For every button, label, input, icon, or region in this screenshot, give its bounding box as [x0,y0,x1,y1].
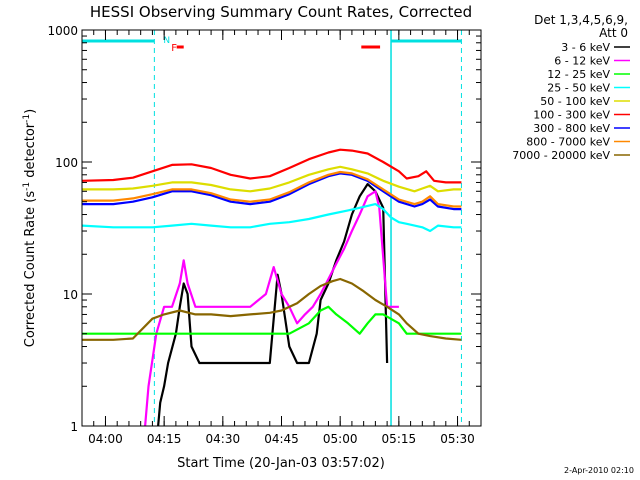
y-axis-label-mid: detector [23,122,38,182]
y-axis-label: Corrected Count Rate (s-1 detector-1) [22,109,38,347]
y-tick-label: 1000 [47,24,78,38]
series-line-100to300keV [82,148,462,184]
chart-title: HESSI Observing Summary Count Rates, Cor… [90,3,472,21]
series-line-3to6keV [157,183,389,426]
series-line-300to800keV [82,172,462,211]
series-line-7000to20000keV [82,277,462,341]
y-axis-label-sup1: -1 [22,182,32,191]
y-tick-label: 10 [63,288,78,302]
y-tick-label: 100 [55,156,78,170]
axes: 1 10 100 1000 04:00 04:15 04:30 04:45 05:00 05:15… [47,24,481,446]
legend-label: 6 - 12 keV [554,55,610,68]
legend-label: 7000 - 20000 keV [512,149,610,162]
y-axis-label-main: Corrected Count Rate (s [23,191,38,348]
x-tick-label: 04:30 [206,432,241,446]
x-axis-label: Start Time (20-Jan-03 03:57:02) [177,456,385,471]
series-line-12to25keV [82,305,462,335]
x-tick-label: 05:00 [323,432,358,446]
x-tick-label: 04:15 [147,432,182,446]
y-axis-label-sup2: -1 [22,114,32,123]
y-tick-label: 1 [70,420,78,434]
legend-label: 12 - 25 keV [547,68,610,81]
series-line-50to100keV [82,165,462,193]
legend-label: 25 - 50 keV [547,82,610,95]
series-line-800to7000keV [82,170,462,208]
legend-header-detectors: Det 1,3,4,5,6,9, [534,13,628,27]
night-flag-label: N [163,36,170,46]
date-stamp: 2-Apr-2010 02:10 [564,466,634,475]
y-axis-label-end: ) [23,109,38,114]
legend-header-attenuator: Att 0 [599,26,628,40]
x-tick-label: 04:00 [88,432,123,446]
legend-label: 800 - 7000 keV [526,136,610,149]
x-tick-label: 05:15 [382,432,417,446]
legend-label: 3 - 6 keV [561,41,610,54]
series-line-25to50keV [82,203,462,233]
series-layer [82,148,462,426]
status-bars: NF [82,36,462,54]
x-tick-label: 05:30 [440,432,475,446]
x-tick-label: 04:45 [264,432,299,446]
legend-label: 100 - 300 keV [533,109,610,122]
legend-label: 50 - 100 keV [540,95,610,108]
legend-label: 300 - 800 keV [533,122,610,135]
flare-flag-label: F [171,43,177,54]
